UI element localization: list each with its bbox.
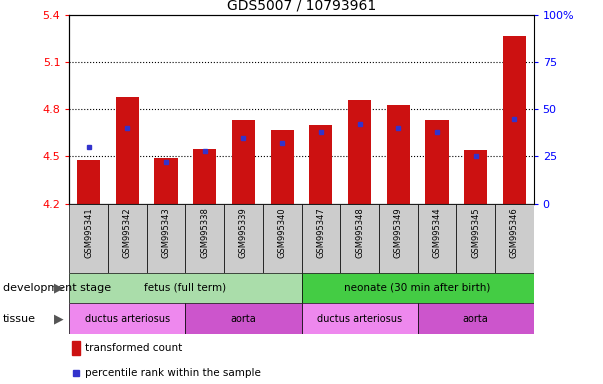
Bar <box>495 204 534 273</box>
Bar <box>232 121 255 204</box>
Title: GDS5007 / 10793961: GDS5007 / 10793961 <box>227 0 376 13</box>
Bar <box>72 341 80 355</box>
Bar <box>340 204 379 273</box>
Bar <box>186 204 224 273</box>
Bar <box>271 130 294 204</box>
Text: ▶: ▶ <box>54 281 63 295</box>
Text: GSM995338: GSM995338 <box>200 207 209 258</box>
Bar <box>108 204 147 273</box>
Text: GSM995339: GSM995339 <box>239 207 248 258</box>
Text: GSM995342: GSM995342 <box>123 207 132 258</box>
Bar <box>425 121 449 204</box>
Text: ▶: ▶ <box>54 312 63 325</box>
Bar <box>69 273 302 303</box>
Text: GSM995340: GSM995340 <box>277 207 286 258</box>
Text: GSM995346: GSM995346 <box>510 207 519 258</box>
Bar <box>69 204 108 273</box>
Bar <box>417 204 456 273</box>
Text: GSM995348: GSM995348 <box>355 207 364 258</box>
Bar <box>302 273 534 303</box>
Text: GSM995347: GSM995347 <box>317 207 326 258</box>
Bar <box>263 204 302 273</box>
Text: aorta: aorta <box>230 314 256 324</box>
Bar <box>224 204 263 273</box>
Text: ductus arteriosus: ductus arteriosus <box>85 314 170 324</box>
Text: aorta: aorta <box>463 314 488 324</box>
Bar <box>116 97 139 204</box>
Text: development stage: development stage <box>3 283 111 293</box>
Text: transformed count: transformed count <box>84 343 182 353</box>
Bar <box>77 160 100 204</box>
Bar <box>503 36 526 204</box>
Text: GSM995343: GSM995343 <box>162 207 171 258</box>
Bar <box>302 303 417 334</box>
Bar <box>186 303 302 334</box>
Bar <box>302 204 340 273</box>
Text: tissue: tissue <box>3 314 36 324</box>
Bar <box>154 158 178 204</box>
Bar <box>193 149 216 204</box>
Text: GSM995344: GSM995344 <box>432 207 441 258</box>
Text: ductus arteriosus: ductus arteriosus <box>317 314 402 324</box>
Bar <box>417 303 534 334</box>
Bar <box>309 125 332 204</box>
Bar <box>69 303 186 334</box>
Bar <box>379 204 417 273</box>
Text: GSM995345: GSM995345 <box>471 207 480 258</box>
Text: GSM995341: GSM995341 <box>84 207 93 258</box>
Bar <box>348 100 371 204</box>
Bar <box>464 150 487 204</box>
Bar <box>456 204 495 273</box>
Text: percentile rank within the sample: percentile rank within the sample <box>84 368 260 378</box>
Bar <box>387 105 410 204</box>
Text: fetus (full term): fetus (full term) <box>144 283 227 293</box>
Text: neonate (30 min after birth): neonate (30 min after birth) <box>344 283 491 293</box>
Text: GSM995349: GSM995349 <box>394 207 403 258</box>
Bar <box>147 204 186 273</box>
